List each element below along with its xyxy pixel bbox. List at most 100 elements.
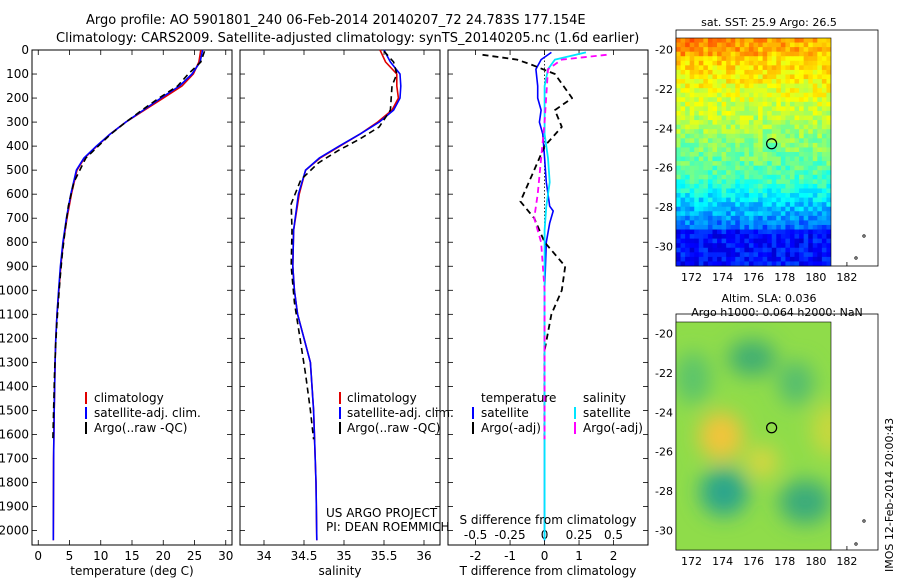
sst-cell xyxy=(771,79,777,84)
sst-cell xyxy=(744,120,750,126)
sst-cell xyxy=(721,229,727,235)
sst-cell xyxy=(817,220,823,226)
sst-cell xyxy=(685,74,691,80)
sst-cell xyxy=(758,65,764,71)
sst-cell xyxy=(735,197,741,203)
sst-cell xyxy=(808,74,814,80)
sst-cell xyxy=(707,133,713,139)
sst-cell xyxy=(753,79,759,84)
sst-cell xyxy=(698,138,704,144)
sst-cell xyxy=(726,110,732,116)
sst-cell xyxy=(712,220,718,226)
sst-cell xyxy=(817,211,823,217)
sst-cell xyxy=(762,179,768,185)
sst-cell xyxy=(812,197,818,203)
sst-cell xyxy=(758,206,764,212)
sst-cell xyxy=(689,243,695,249)
sst-cell xyxy=(735,79,741,84)
sst-cell xyxy=(721,120,727,126)
sst-cell xyxy=(680,170,686,176)
sst-cell xyxy=(758,38,764,43)
sst-cell xyxy=(767,170,773,176)
sst-cell xyxy=(826,129,831,135)
sst-cell xyxy=(821,152,827,157)
sst-cell xyxy=(694,47,700,53)
sst-cell xyxy=(730,243,736,249)
x-tick-label: 1 xyxy=(575,549,583,563)
sst-cell xyxy=(812,202,818,208)
map-x-tick-label: 180 xyxy=(805,555,826,568)
sst-cell xyxy=(680,215,686,221)
sst-cell xyxy=(758,188,764,194)
sst-cell xyxy=(689,188,695,194)
sst-cell xyxy=(826,60,831,66)
sst-cell xyxy=(694,256,700,262)
sst-cell xyxy=(794,152,800,157)
sst-cell xyxy=(703,65,709,71)
sst-cell xyxy=(817,42,823,48)
sst-cell xyxy=(739,115,745,121)
sst-cell xyxy=(780,138,786,144)
sst-cell xyxy=(803,65,809,71)
sst-cell xyxy=(753,56,759,62)
sst-cell xyxy=(685,193,691,198)
sst-cell xyxy=(712,243,718,249)
sst-cell xyxy=(744,101,750,107)
sst-cell xyxy=(753,38,759,43)
sst-cell xyxy=(698,161,704,167)
sst-cell xyxy=(794,161,800,167)
sst-cell xyxy=(762,229,768,235)
sst-cell xyxy=(739,152,745,157)
y-tick-label: 1000 xyxy=(0,283,29,297)
sst-cell xyxy=(739,106,745,112)
sst-cell xyxy=(712,120,718,126)
sst-cell xyxy=(780,92,786,98)
sst-cell xyxy=(808,211,814,217)
sst-cell xyxy=(676,51,681,57)
sst-cell xyxy=(826,42,831,48)
sst-cell xyxy=(799,165,805,171)
sst-cell xyxy=(680,220,686,226)
x-tick-label: 36 xyxy=(416,549,431,563)
sst-cell xyxy=(735,124,741,130)
sst-cell xyxy=(744,183,750,189)
sst-cell xyxy=(771,165,777,171)
map-y-tick-label: -26 xyxy=(655,446,673,459)
sst-cell xyxy=(694,179,700,185)
sst-cell xyxy=(685,120,691,126)
sst-cell xyxy=(780,170,786,176)
sst-cell xyxy=(812,243,818,249)
header-line1: Argo profile: AO 5901801_240 06-Feb-2014… xyxy=(86,13,586,28)
sst-cell xyxy=(817,106,823,112)
sst-cell xyxy=(799,133,805,139)
y-tick-label: 1300 xyxy=(0,355,29,369)
sst-cell xyxy=(744,243,750,249)
sst-cell xyxy=(698,142,704,148)
sst-cell xyxy=(808,60,814,66)
sst-cell xyxy=(717,51,722,57)
map-x-tick-label: 182 xyxy=(836,271,857,284)
sst-cell xyxy=(685,188,691,194)
sst-cell xyxy=(703,220,709,226)
sst-cell xyxy=(712,261,718,266)
sst-cell xyxy=(753,211,759,217)
sst-cell xyxy=(744,220,750,226)
sst-cell xyxy=(730,224,736,230)
sst-cell xyxy=(744,79,750,84)
sst-cell xyxy=(776,51,782,57)
sst-cell xyxy=(762,247,768,253)
sst-cell xyxy=(821,60,827,66)
sst-cell xyxy=(767,224,773,230)
sst-cell xyxy=(776,183,782,189)
sst-cell xyxy=(744,156,750,162)
sst-cell xyxy=(785,97,791,103)
sst-cell xyxy=(803,238,809,244)
sst-cell xyxy=(817,74,823,80)
sst-cell xyxy=(717,247,722,253)
sst-cell xyxy=(735,42,741,48)
sst-cell xyxy=(726,179,732,185)
sst-cell xyxy=(826,256,831,262)
sst-cell xyxy=(694,74,700,80)
sst-cell xyxy=(776,42,782,48)
sst-cell xyxy=(762,238,768,244)
